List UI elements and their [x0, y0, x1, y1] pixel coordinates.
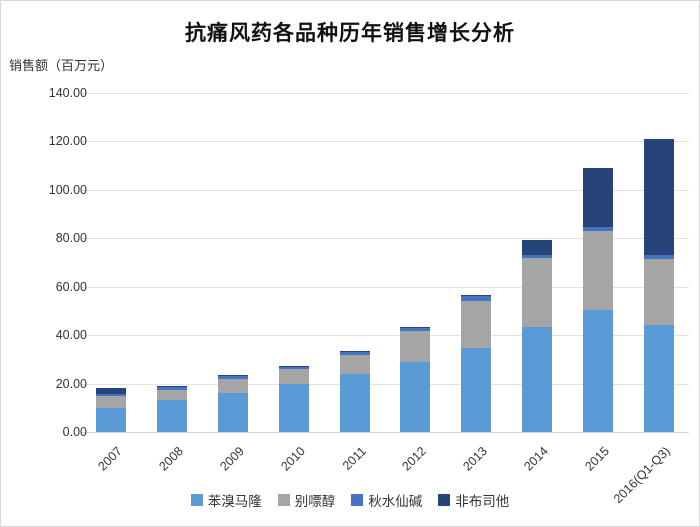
- bar-segment-非布司他: [522, 240, 552, 255]
- y-tick-label: 120.00: [48, 134, 87, 149]
- bar-segment-苯溴马隆: [643, 325, 674, 432]
- gridline: [81, 93, 689, 94]
- bar-segment-非布司他: [157, 385, 188, 387]
- bar-segment-秋水仙碱: [643, 254, 674, 260]
- y-tick-label: 40.00: [55, 328, 87, 343]
- bar-segment-苯溴马隆: [400, 362, 431, 432]
- bar-segment-非布司他: [96, 388, 127, 394]
- bar-segment-非布司他: [339, 351, 370, 353]
- y-tick-label: 100.00: [48, 182, 87, 197]
- bar-segment-别嘌醇: [339, 354, 370, 374]
- legend-item: 苯溴马隆: [190, 490, 262, 510]
- bar-segment-别嘌醇: [643, 259, 674, 326]
- chart-title: 抗痛风药各品种历年销售增长分析: [185, 22, 515, 45]
- bar-segment-别嘌醇: [218, 378, 248, 393]
- y-tick-label: 140.00: [48, 86, 87, 100]
- bar-segment-秋水仙碱: [582, 226, 613, 232]
- y-tick-label: 20.00: [55, 376, 87, 391]
- legend-label: 秋水仙碱: [368, 494, 423, 509]
- bar-segment-苯溴马隆: [339, 373, 370, 432]
- legend-item: 秋水仙碱: [351, 490, 422, 510]
- bar-segment-别嘌醇: [582, 231, 613, 311]
- y-tick-label: 0.00: [62, 425, 87, 439]
- bar-segment-苯溴马隆: [522, 326, 552, 432]
- bar-segment-苯溴马隆: [96, 407, 127, 432]
- bar-segment-苯溴马隆: [218, 393, 248, 432]
- bar-segment-非布司他: [218, 375, 248, 377]
- bar-segment-秋水仙碱: [461, 296, 492, 301]
- legend-item: 别嘌醇: [277, 490, 336, 510]
- bar-segment-苯溴马隆: [278, 384, 309, 432]
- bar-segment-秋水仙碱: [522, 254, 552, 258]
- bar-segment-秋水仙碱: [157, 386, 188, 390]
- bar-segment-非布司他: [461, 294, 492, 297]
- bar-segment-别嘌醇: [400, 331, 431, 362]
- bar-segment-非布司他: [643, 139, 674, 255]
- gridline: [81, 432, 689, 433]
- bar-segment-非布司他: [400, 326, 431, 328]
- bar-segment-秋水仙碱: [278, 366, 309, 369]
- legend-swatch-icon: [438, 494, 451, 506]
- gridline: [81, 286, 689, 288]
- bar-segment-秋水仙碱: [400, 327, 431, 332]
- bar-segment-苯溴马隆: [582, 310, 613, 432]
- bar-segment-非布司他: [278, 365, 309, 367]
- bar-segment-苯溴马隆: [157, 399, 188, 432]
- bar-segment-别嘌醇: [278, 368, 309, 385]
- legend-swatch-icon: [351, 494, 364, 506]
- bar-segment-苯溴马隆: [461, 348, 492, 432]
- legend: 苯溴马隆 别嘌醇 秋水仙碱 非布司他: [1, 490, 699, 510]
- y-axis-unit-label: 销售额（百万元）: [9, 58, 114, 73]
- legend-swatch-icon: [190, 494, 203, 506]
- y-tick-label: 60.00: [55, 279, 87, 294]
- legend-swatch-icon: [277, 494, 290, 506]
- legend-label: 别嘌醇: [294, 494, 336, 509]
- gridline: [81, 238, 689, 240]
- gridline: [81, 335, 689, 337]
- bar-segment-秋水仙碱: [339, 352, 370, 355]
- bar-segment-秋水仙碱: [96, 393, 127, 397]
- bar-segment-非布司他: [582, 167, 613, 227]
- y-tick-label: 80.00: [55, 231, 87, 246]
- gridline: [81, 141, 689, 143]
- legend-item: 非布司他: [438, 490, 509, 510]
- gridline: [81, 383, 689, 385]
- legend-label: 非布司他: [455, 494, 510, 509]
- bar-segment-秋水仙碱: [218, 376, 248, 379]
- bar-segment-别嘌醇: [461, 300, 492, 349]
- bar-segment-别嘌醇: [157, 389, 188, 400]
- bar-segment-别嘌醇: [522, 257, 552, 327]
- gridline: [81, 189, 689, 191]
- legend-label: 苯溴马隆: [207, 494, 262, 509]
- bar-segment-别嘌醇: [96, 396, 127, 408]
